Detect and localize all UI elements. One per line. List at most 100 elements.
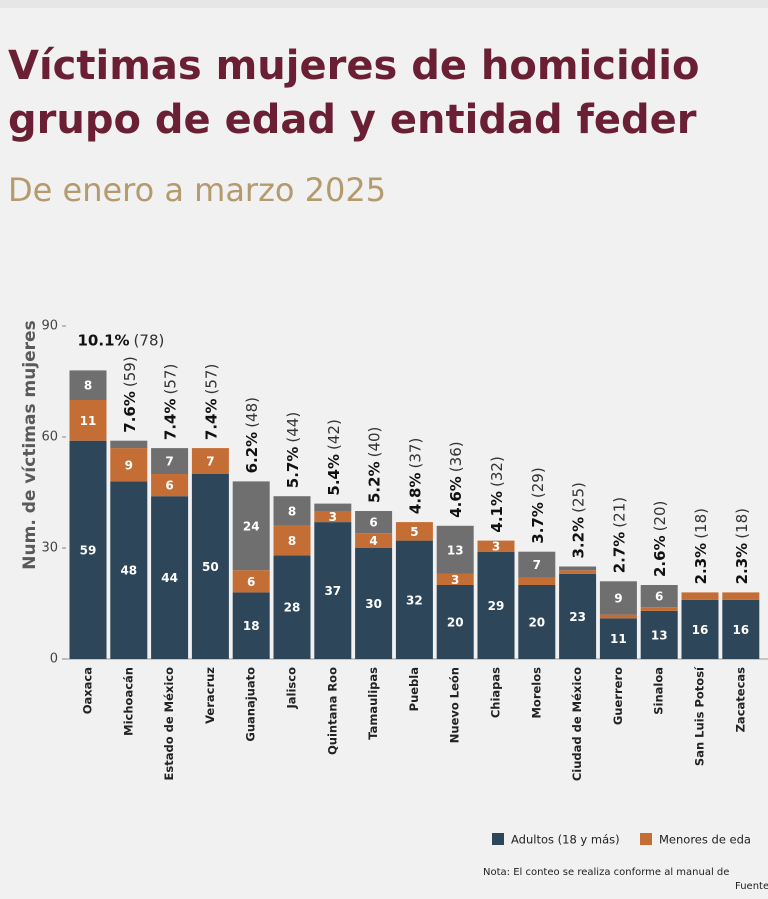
segment-label: 8	[84, 379, 92, 393]
bar-segment	[599, 614, 637, 619]
bar-segment	[232, 481, 270, 571]
bar-segment	[355, 548, 393, 659]
y-tick-label: 0	[50, 652, 58, 667]
segment-label: 13	[447, 543, 464, 557]
share-label: 4.8%	[406, 472, 424, 514]
bar-segment	[191, 474, 229, 659]
bar-segment	[110, 481, 148, 659]
bar-segment	[518, 577, 556, 585]
x-tick-label: Oaxaca	[81, 667, 95, 714]
x-tick-label: Estado de México	[162, 667, 176, 781]
total-label: (44)	[284, 412, 302, 443]
bar-annotation: 2.3% (18)	[732, 508, 750, 584]
total-label: (18)	[732, 508, 750, 539]
bar-segment	[599, 581, 637, 615]
share-label: 7.4%	[161, 398, 179, 440]
bar-segment	[191, 448, 229, 474]
share-label: 2.6%	[651, 535, 669, 577]
legend-label: Menores de eda	[659, 833, 751, 847]
segment-label: 3	[329, 510, 337, 524]
segment-label: 24	[243, 519, 260, 533]
bar-segment	[640, 610, 678, 659]
total-label: (32)	[488, 456, 506, 487]
bar-segment	[355, 511, 393, 534]
segment-label: 18	[243, 619, 260, 633]
bar-segment	[151, 474, 189, 497]
bar-segment	[559, 570, 597, 574]
segment-label: 50	[202, 560, 219, 574]
bar-annotation: 4.6% (36)	[447, 441, 465, 517]
share-label: 2.3%	[692, 543, 710, 585]
y-tick-label: 30	[41, 541, 58, 556]
x-tick-label: Ciudad de México	[570, 667, 584, 781]
bar-segment	[69, 370, 107, 400]
bar-segment	[640, 585, 678, 608]
x-tick-label: Guanajuato	[244, 667, 258, 742]
bar-segment	[436, 525, 474, 574]
segment-label: 3	[451, 573, 459, 587]
bar-segment	[436, 585, 474, 659]
bar-annotation: 7.6% (59)	[120, 356, 138, 432]
bar-segment	[681, 599, 719, 659]
bar-segment	[151, 496, 189, 659]
segment-label: 16	[732, 623, 749, 637]
y-tick-label: 60	[41, 430, 58, 445]
x-tick-label: Morelos	[529, 667, 543, 719]
total-label: (25)	[569, 482, 587, 513]
segment-label: 7	[206, 455, 214, 469]
bar-segment	[232, 592, 270, 659]
total-label: (40)	[365, 427, 383, 458]
bar-annotation: 4.1% (32)	[488, 456, 506, 532]
top-strip	[0, 0, 768, 8]
x-tick-label: Guerrero	[611, 667, 625, 725]
bar-segment	[110, 448, 148, 482]
segment-label: 11	[610, 632, 627, 646]
segment-label: 6	[247, 575, 255, 589]
x-tick-label: Puebla	[407, 667, 421, 711]
bar-segment	[477, 551, 515, 659]
x-tick-label: Sinaloa	[652, 667, 666, 715]
bar-annotation: 7.4% (57)	[202, 364, 220, 440]
share-label: 6.2%	[243, 432, 261, 474]
legend-swatch	[640, 833, 652, 845]
segment-label: 6	[655, 590, 663, 604]
total-label: (21)	[610, 497, 628, 528]
share-label: 5.4%	[324, 454, 342, 496]
bar-annotation: 2.3% (18)	[692, 508, 710, 584]
bar-annotation: 7.4% (57)	[161, 364, 179, 440]
chart-subtitle: De enero a marzo 2025	[8, 171, 386, 209]
bar-segment	[232, 570, 270, 593]
x-tick-label: Tamaulipas	[366, 667, 380, 740]
segment-label: 37	[324, 584, 341, 598]
total-label: (59)	[120, 356, 138, 387]
segment-label: 9	[614, 591, 622, 605]
bar-segment	[518, 551, 556, 578]
bar-annotation: 4.8% (37)	[406, 438, 424, 514]
share-label: 2.3%	[732, 543, 750, 585]
bar-segment	[314, 503, 352, 511]
segment-label: 4	[369, 534, 377, 548]
x-tick-label: Veracruz	[203, 667, 217, 724]
segment-label: 3	[492, 540, 500, 554]
bar-segment	[477, 540, 515, 552]
total-label: (37)	[406, 438, 424, 469]
bar-annotation: 2.6% (20)	[651, 501, 669, 577]
total-label: (78)	[134, 331, 165, 349]
y-axis-label: Num. de víctimas mujeres	[20, 320, 40, 569]
total-label: (20)	[651, 501, 669, 532]
share-label: 4.6%	[447, 476, 465, 518]
x-tick-label: Michoacán	[121, 667, 135, 736]
segment-label: 6	[165, 479, 173, 493]
segment-label: 11	[80, 414, 97, 428]
legend-label: Adultos (18 y más)	[511, 833, 620, 847]
bar-segment	[559, 566, 597, 571]
bar-segment	[436, 573, 474, 585]
bar-segment	[69, 440, 107, 659]
bar-segment	[559, 573, 597, 659]
note: Fuente	[735, 881, 768, 892]
bar-annotation: 5.2% (40)	[365, 427, 383, 503]
note: Nota: El conteo se realiza conforme al m…	[483, 867, 729, 878]
segment-label: 8	[288, 534, 296, 548]
bar-segment	[722, 592, 760, 600]
